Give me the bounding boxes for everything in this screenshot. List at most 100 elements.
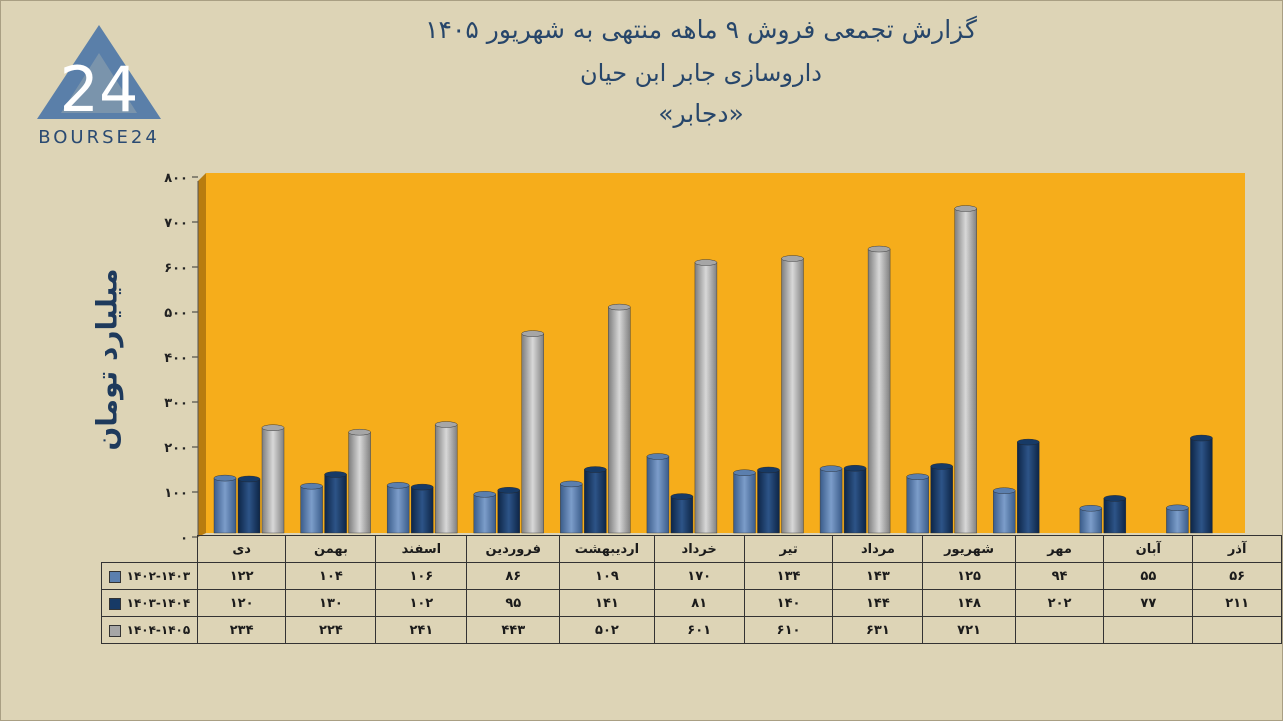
bar [386,482,410,534]
bar [906,473,929,534]
chart-title: گزارش تجمعی فروش ۹ ماهه منتهی به شهریور … [425,15,977,44]
y-tick-label: ۵۰۰ [164,306,188,321]
bar [733,469,756,534]
legend-swatch [108,570,121,583]
data-label: ۹۵ [466,589,561,617]
y-tick-label: ۱۰۰ [164,486,188,501]
data-label: ۱۴۴ [832,589,924,617]
x-tick-label: فروردین [466,535,561,563]
bar [670,493,694,534]
data-label [1103,616,1194,644]
bar [473,491,496,534]
table-row: ۱۴۰۲-۱۴۰۳ ۱۲۲ ۱۰۴ ۱۰۶ ۸۶ ۱۰۹ ۱۷۰ ۱۳۴ ۱۴۳ ۱۲۵ ۹۴ ۵۵ ۵… [101,562,1282,590]
bourse24-logo: 24 [37,25,161,126]
bar [300,483,323,534]
x-tick-label: تیر [743,535,834,563]
plot-area [206,173,1245,533]
data-label: ۶۱۰ [743,616,834,644]
bar [608,303,631,534]
bar [237,475,261,534]
x-tick-label: آذر [1192,535,1282,563]
data-label: ۲۰۲ [1014,589,1105,617]
data-label: ۵۰۲ [559,616,655,644]
data-label: ۹۴ [1014,562,1105,590]
x-tick-label: اردیبهشت [559,535,655,563]
x-tick-label: خرداد [653,535,745,563]
y-tick-label: ۴۰۰ [164,351,188,366]
bar [1190,434,1213,534]
bar [930,463,953,534]
data-label: ۱۰۹ [559,562,655,590]
bar [497,487,520,534]
data-label [1192,616,1282,644]
data-label: ۵۶ [1192,562,1282,590]
bar [324,471,347,534]
data-label: ۲۴۱ [375,616,468,644]
logo-text: BOURSE24 [38,127,160,148]
table-row: ۱۴۰۴-۱۴۰۵ ۲۳۴ ۲۲۴ ۲۴۱ ۴۴۳ ۵۰۲ ۶۰۱ ۶۱۰ ۶۳۱ ۷۲۱ [101,616,1282,644]
bar [757,466,780,534]
data-label: ۱۴۱ [559,589,655,617]
bar [993,487,1016,534]
bar [410,483,434,534]
company-name: داروسازی جابر ابن حیان [580,59,822,87]
plot-side-wall [198,173,206,537]
bar [348,429,371,534]
bar [1017,438,1040,534]
bar [646,453,670,534]
data-label: ۲۲۴ [285,616,377,644]
x-tick-label: بهمن [285,535,377,563]
bar [781,255,804,534]
data-label: ۶۳۱ [832,616,924,644]
bar [867,245,891,534]
x-tick-label: مهر [1014,535,1105,563]
data-label: ۷۲۱ [922,616,1016,644]
table-row: ۱۴۰۳-۱۴۰۴ ۱۲۰ ۱۳۰ ۱۰۲ ۹۵ ۱۴۱ ۸۱ ۱۴۰ ۱۴۴ ۱۴۸ ۲۰۲ ۷۷ ۲… [101,589,1282,617]
data-label: ۱۳۴ [743,562,834,590]
legend-entry: ۱۴۰۳-۱۴۰۴ [101,589,198,617]
legend-swatch [108,597,121,610]
legend-entry: ۱۴۰۴-۱۴۰۵ [101,616,198,644]
legend-label: ۱۴۰۳-۱۴۰۴ [126,596,191,610]
data-label: ۷۷ [1103,589,1194,617]
y-tick-label: ۷۰۰ [164,216,188,231]
y-tick-label: ۲۰۰ [164,441,188,456]
bar [434,421,458,534]
bar [1103,495,1127,534]
data-label: ۱۴۰ [743,589,834,617]
x-tick-label: آبان [1103,535,1194,563]
data-table: دی بهمن اسفند فروردین اردیبهشت خرداد تیر مرداد ش… [101,535,1282,644]
legend-swatch [108,624,121,637]
data-label: ۱۷۰ [653,562,745,590]
table-header-row: دی بهمن اسفند فروردین اردیبهشت خرداد تیر مرداد ش… [102,535,1282,563]
data-label: ۱۰۲ [375,589,468,617]
data-label: ۲۱۱ [1192,589,1282,617]
data-label: ۱۲۰ [196,589,287,617]
x-tick-label: شهریور [922,535,1016,563]
bar [954,205,977,534]
y-tick-label: ۸۰۰ [164,171,188,186]
data-label: ۱۲۲ [196,562,287,590]
bar [584,466,607,534]
data-label: ۱۰۶ [375,562,468,590]
bar [843,465,867,534]
table-corner [102,536,198,563]
data-label: ۱۰۴ [285,562,377,590]
ticker-symbol: «دجابر» [658,99,744,128]
bar [694,259,718,534]
bar [521,330,544,534]
data-label: ۲۳۴ [196,616,287,644]
bar [819,465,843,534]
y-tick-label: ۳۰۰ [164,396,188,411]
legend-entry: ۱۴۰۲-۱۴۰۳ [101,562,198,590]
data-label: ۸۱ [653,589,745,617]
bar [213,474,237,534]
data-label: ۱۴۸ [922,589,1016,617]
data-label: ۱۴۳ [832,562,924,590]
data-label: ۸۶ [466,562,561,590]
data-label: ۶۰۱ [653,616,745,644]
legend-label: ۱۴۰۲-۱۴۰۳ [126,569,191,583]
logo-mark: 24 [60,53,139,126]
